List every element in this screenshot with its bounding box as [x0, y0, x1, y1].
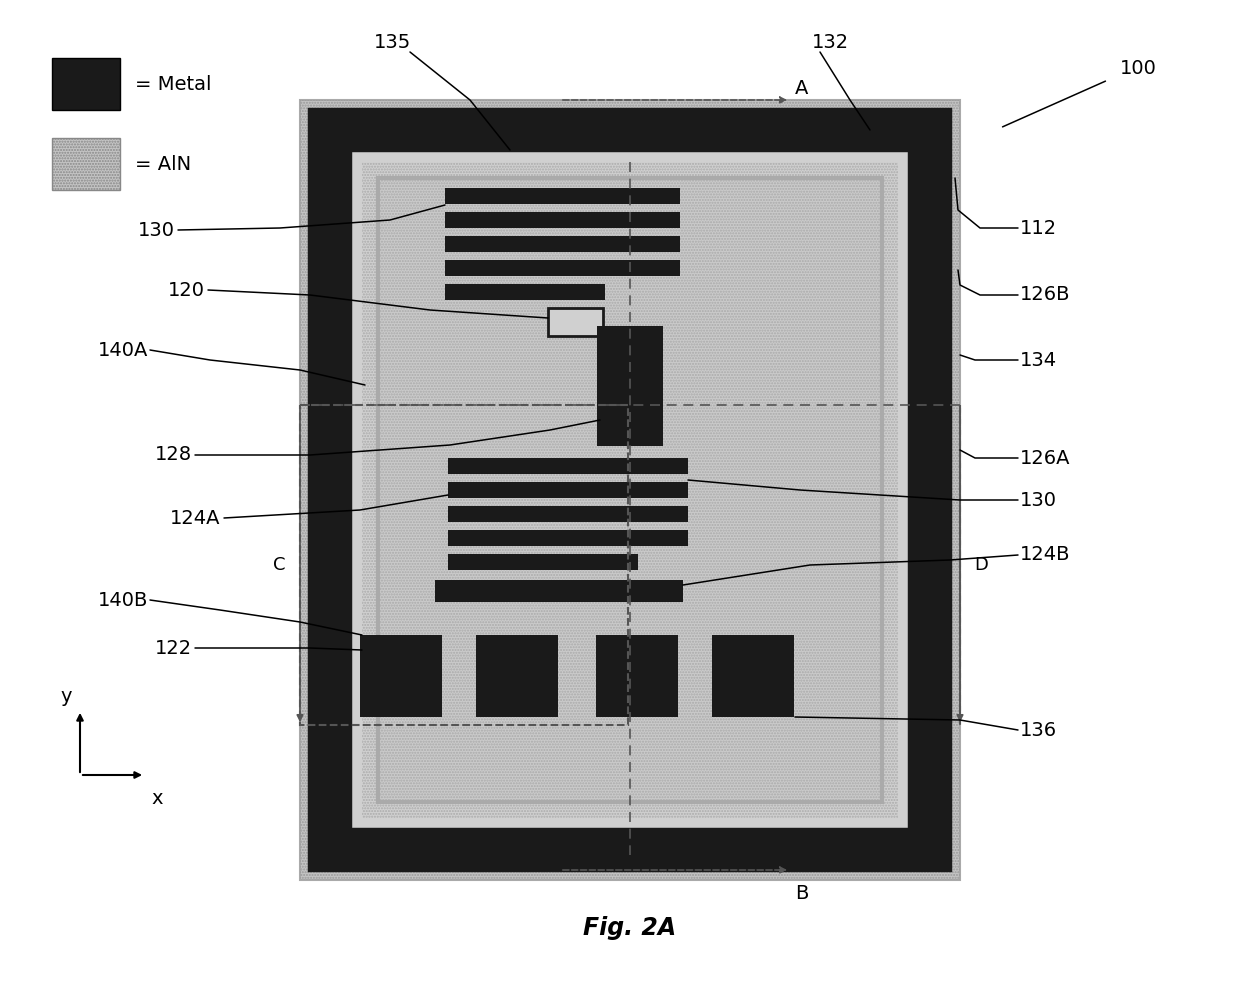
Bar — [378, 178, 882, 802]
Bar — [360, 635, 441, 717]
Bar — [448, 506, 688, 522]
Text: 100: 100 — [1120, 58, 1157, 77]
Bar — [52, 138, 120, 190]
Text: 126B: 126B — [1021, 285, 1070, 305]
Text: Fig. 2A: Fig. 2A — [584, 916, 677, 940]
Bar — [448, 530, 688, 546]
Text: 132: 132 — [812, 33, 849, 51]
Text: 124B: 124B — [1021, 545, 1070, 564]
Bar — [596, 326, 663, 446]
Bar — [378, 178, 882, 802]
Text: = AlN: = AlN — [135, 154, 191, 173]
Bar — [476, 635, 558, 717]
Text: A: A — [795, 79, 808, 98]
Bar — [362, 162, 898, 818]
Bar — [445, 284, 605, 300]
Bar — [300, 100, 960, 880]
Text: 134: 134 — [1021, 350, 1058, 369]
Bar — [52, 58, 120, 110]
Text: 112: 112 — [1021, 219, 1058, 238]
Bar — [300, 405, 627, 725]
Bar — [448, 482, 688, 498]
Bar — [548, 308, 603, 336]
Text: 136: 136 — [1021, 721, 1058, 740]
Text: 122: 122 — [155, 639, 192, 657]
Text: = Metal: = Metal — [135, 74, 212, 93]
Bar — [712, 635, 794, 717]
Text: 130: 130 — [138, 221, 175, 240]
Bar — [445, 236, 680, 252]
Text: y: y — [61, 687, 72, 706]
Bar — [448, 554, 639, 570]
Text: 135: 135 — [373, 33, 410, 51]
Text: 140B: 140B — [98, 590, 148, 610]
Bar — [448, 458, 688, 474]
Text: x: x — [151, 789, 162, 808]
Bar — [435, 580, 683, 602]
Text: C: C — [274, 556, 286, 574]
Text: 128: 128 — [155, 446, 192, 464]
Bar — [330, 130, 930, 850]
Bar — [445, 260, 680, 276]
Text: 130: 130 — [1021, 490, 1056, 510]
Text: B: B — [795, 884, 808, 903]
Bar — [362, 162, 898, 818]
Bar — [300, 100, 960, 880]
Text: 124A: 124A — [170, 509, 219, 528]
Bar — [445, 212, 680, 228]
Bar — [596, 635, 678, 717]
Bar — [445, 188, 680, 204]
Bar — [52, 138, 120, 190]
Text: 140A: 140A — [98, 341, 148, 359]
Text: 126A: 126A — [1021, 448, 1070, 467]
Text: D: D — [973, 556, 988, 574]
Text: 120: 120 — [167, 280, 205, 300]
